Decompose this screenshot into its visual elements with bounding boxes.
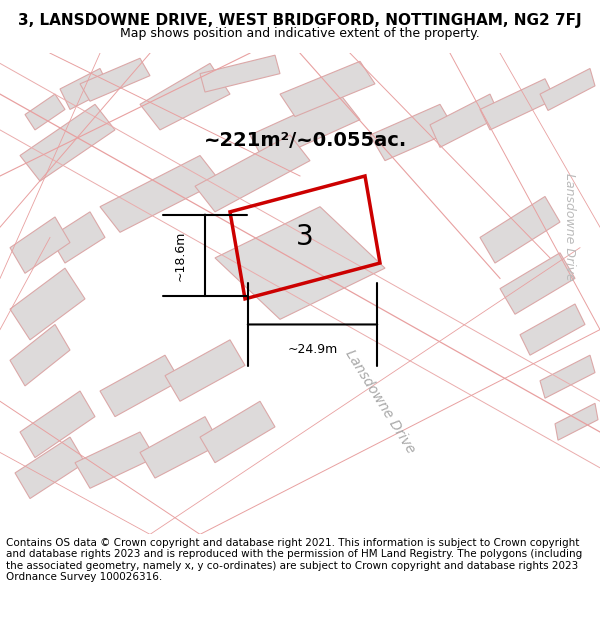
Polygon shape (60, 69, 110, 109)
Polygon shape (75, 432, 155, 488)
Polygon shape (25, 94, 65, 130)
Polygon shape (500, 253, 575, 314)
Polygon shape (80, 58, 150, 101)
Polygon shape (20, 104, 115, 181)
Polygon shape (140, 417, 220, 478)
Polygon shape (540, 355, 595, 398)
Text: ~221m²/~0.055ac.: ~221m²/~0.055ac. (203, 131, 407, 149)
Text: ~24.9m: ~24.9m (287, 343, 338, 356)
Polygon shape (215, 207, 385, 319)
Text: Contains OS data © Crown copyright and database right 2021. This information is : Contains OS data © Crown copyright and d… (6, 538, 582, 582)
Polygon shape (480, 79, 555, 130)
Polygon shape (200, 55, 280, 92)
Polygon shape (10, 217, 70, 273)
Polygon shape (370, 104, 455, 161)
Polygon shape (165, 340, 245, 401)
Text: ~18.6m: ~18.6m (174, 230, 187, 281)
Text: Lansdowne Drive: Lansdowne Drive (343, 347, 418, 456)
Polygon shape (50, 212, 105, 263)
Polygon shape (100, 355, 180, 417)
Text: Lansdowne Drive: Lansdowne Drive (563, 173, 577, 281)
Polygon shape (10, 324, 70, 386)
Polygon shape (20, 391, 95, 458)
Polygon shape (15, 437, 85, 499)
Polygon shape (480, 196, 560, 263)
Polygon shape (555, 403, 598, 440)
Polygon shape (430, 94, 500, 148)
Polygon shape (195, 135, 310, 212)
Polygon shape (200, 401, 275, 462)
Polygon shape (100, 156, 220, 232)
Polygon shape (280, 61, 375, 117)
Polygon shape (250, 94, 360, 162)
Text: Map shows position and indicative extent of the property.: Map shows position and indicative extent… (120, 27, 480, 40)
Polygon shape (140, 63, 230, 130)
Polygon shape (520, 304, 585, 355)
Text: 3: 3 (296, 223, 314, 251)
Text: 3, LANSDOWNE DRIVE, WEST BRIDGFORD, NOTTINGHAM, NG2 7FJ: 3, LANSDOWNE DRIVE, WEST BRIDGFORD, NOTT… (18, 13, 582, 28)
Polygon shape (10, 268, 85, 340)
Polygon shape (540, 69, 595, 111)
